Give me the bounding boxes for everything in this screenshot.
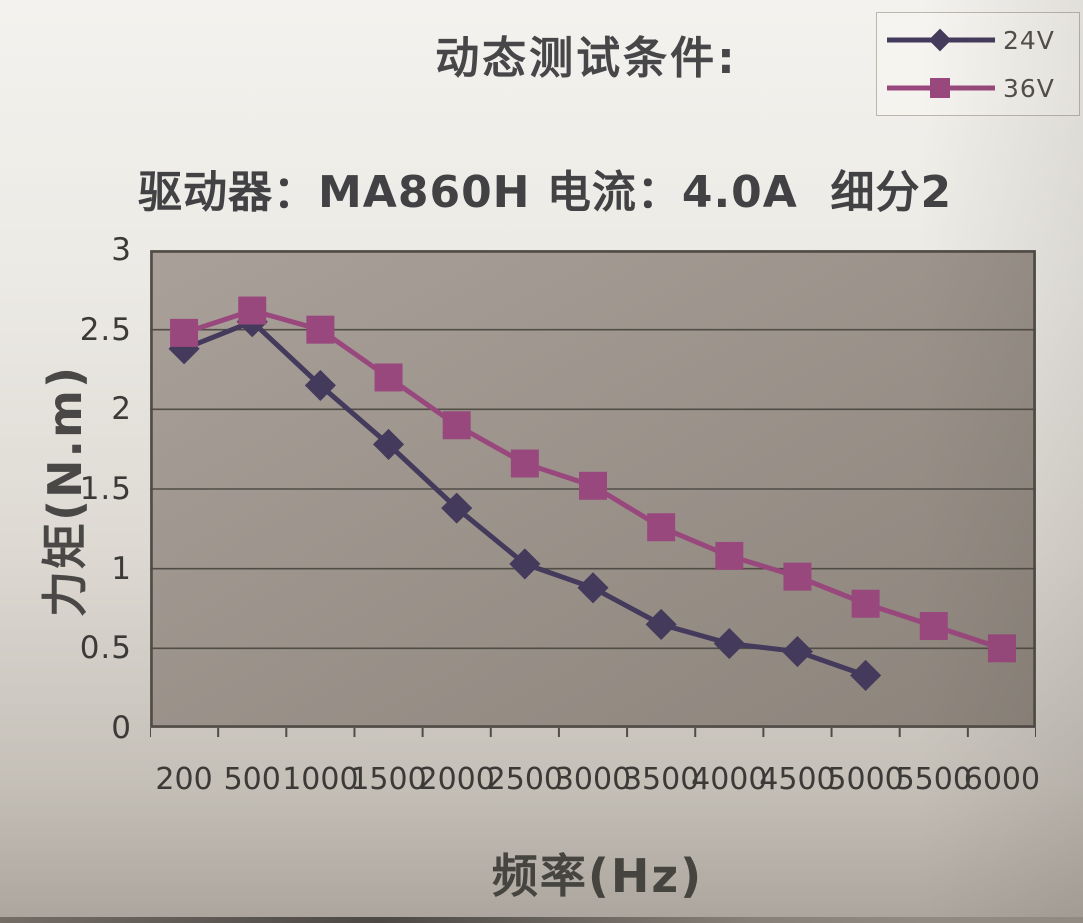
marker-square-36V xyxy=(238,296,267,325)
x-tick-label: 2500 xyxy=(486,762,564,797)
chart-subtitle: 驱动器：MA860H 电流：4.0A 细分2 xyxy=(138,167,953,218)
x-tick-label: 500 xyxy=(223,762,281,797)
x-tick-label: 5500 xyxy=(895,762,972,797)
y-tick-label: 2 xyxy=(111,391,132,428)
marker-square-36V xyxy=(579,471,607,500)
x-tick-label: 4500 xyxy=(759,762,836,797)
chart-legend: 24V 36V xyxy=(876,12,1080,116)
x-axis-title: 频率(Hz) xyxy=(491,849,704,903)
marker-diamond-24V xyxy=(577,572,609,604)
marker-diamond-24V xyxy=(645,608,677,640)
chart-title: 动态测试条件: xyxy=(435,33,738,84)
x-tick-label: 3500 xyxy=(622,762,700,797)
marker-square-36V xyxy=(919,612,948,641)
marker-diamond-24V xyxy=(441,492,473,524)
legend-item-36V: 36V xyxy=(885,71,1055,105)
y-tick-label: 3 xyxy=(111,232,132,268)
x-tick-label: 5000 xyxy=(827,762,904,797)
y-tick-label: 2.5 xyxy=(79,311,132,348)
plot-area xyxy=(150,250,1036,737)
marker-diamond-24V xyxy=(509,548,541,580)
marker-diamond-24V xyxy=(781,635,814,668)
marker-square-36V xyxy=(442,411,471,440)
x-tick-label: 2000 xyxy=(418,762,495,797)
x-tick-label: 200 xyxy=(155,762,213,797)
marker-diamond-24V xyxy=(304,369,336,401)
x-tick-label: 1500 xyxy=(350,762,427,797)
legend-label-24V: 24V xyxy=(1003,25,1055,55)
marker-square-36V xyxy=(851,589,880,618)
y-tick-label: 1.5 xyxy=(79,471,132,507)
y-tick-label: 1 xyxy=(111,550,132,587)
marker-square-36V xyxy=(987,634,1016,663)
x-tick-label: 3000 xyxy=(554,762,632,797)
legend-item-24V: 24V xyxy=(885,23,1055,57)
marker-square-36V xyxy=(374,363,403,392)
x-tick-label: 1000 xyxy=(282,762,359,797)
plot-border xyxy=(150,250,1036,728)
marker-square-36V xyxy=(306,315,335,344)
marker-square-36V xyxy=(783,562,812,591)
marker-square-36V xyxy=(510,449,539,478)
legend-label-36V: 36V xyxy=(1003,73,1055,103)
photo-bottom-edge xyxy=(0,917,1083,923)
marker-diamond-24V xyxy=(850,659,882,691)
marker-square-36V xyxy=(647,513,676,542)
x-tick-label: 6000 xyxy=(963,762,1041,797)
x-tick-label: 4000 xyxy=(691,762,768,797)
legend-swatch-24V xyxy=(887,28,995,52)
marker-square-36V xyxy=(715,541,744,570)
y-tick-label: 0.5 xyxy=(79,630,132,667)
legend-swatch-36V xyxy=(887,78,995,98)
marker-square-36V xyxy=(170,318,199,347)
y-tick-label: 0 xyxy=(111,710,132,746)
